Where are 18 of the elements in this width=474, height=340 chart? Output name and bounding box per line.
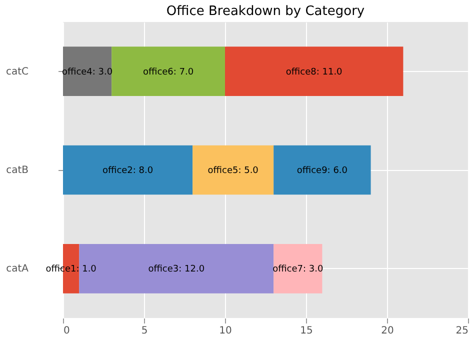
y-tick-label: catB	[6, 165, 29, 176]
chart-title: Office Breakdown by Category	[166, 4, 365, 19]
y-tick-label: catA	[6, 264, 29, 275]
data-label: office9: 6.0	[296, 166, 348, 176]
data-label: office3: 12.0	[148, 264, 205, 275]
data-label: office1: 1.0	[46, 264, 97, 275]
x-tick-label: 20	[381, 326, 394, 336]
data-label: office8: 11.0	[286, 67, 343, 78]
x-tick-label: 10	[219, 326, 232, 336]
data-label: office7: 3.0	[272, 264, 324, 275]
data-label: office6: 7.0	[142, 67, 194, 78]
x-tick-label: 25	[456, 326, 468, 336]
y-tick-label: catC	[6, 66, 29, 78]
data-label: office5: 5.0	[208, 166, 259, 176]
data-label: office2: 8.0	[102, 166, 154, 176]
x-tick-label: 0	[64, 326, 70, 336]
x-tick-label: 5	[141, 326, 148, 336]
x-tick-label: 15	[300, 326, 313, 336]
